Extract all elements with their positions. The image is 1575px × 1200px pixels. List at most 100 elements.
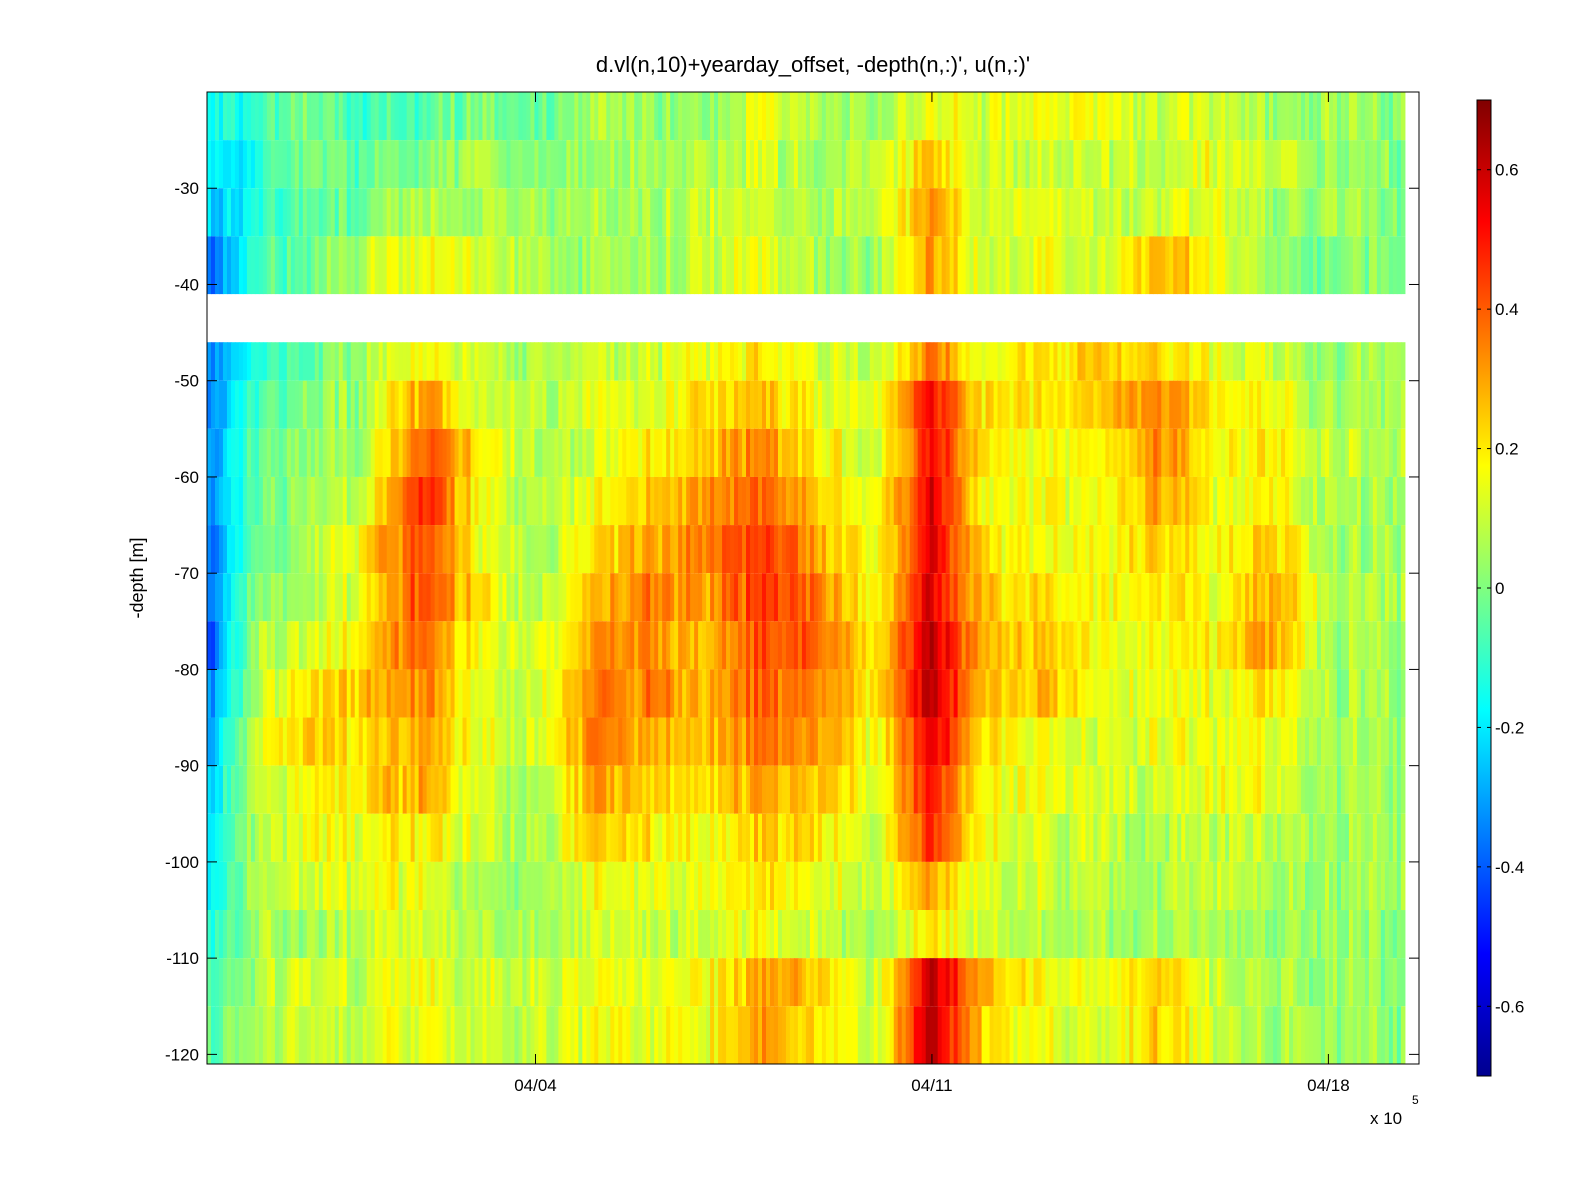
heatmap-cell <box>953 188 959 237</box>
heatmap-cell <box>1161 813 1166 862</box>
heatmap-cell <box>670 380 675 429</box>
heatmap-cell <box>550 1006 555 1064</box>
heatmap-cell <box>1245 717 1250 766</box>
heatmap-cell <box>662 92 667 141</box>
heatmap-cell <box>406 92 412 141</box>
heatmap-cell <box>805 92 811 141</box>
heatmap-cell <box>1085 573 1091 622</box>
heatmap-cell <box>726 476 731 526</box>
heatmap-cell <box>1029 1006 1035 1064</box>
heatmap-cell <box>426 188 432 237</box>
heatmap-cell <box>478 1006 484 1064</box>
heatmap-cell <box>734 958 739 1007</box>
heatmap-cell <box>1069 621 1075 670</box>
heatmap-cell <box>486 236 492 295</box>
heatmap-cell <box>985 188 991 237</box>
heatmap-cell <box>550 380 555 429</box>
heatmap-cell <box>981 861 987 911</box>
heatmap-cell <box>773 1006 779 1064</box>
heatmap-cell <box>706 342 711 381</box>
heatmap-cell <box>582 236 587 295</box>
heatmap-cell <box>242 958 248 1007</box>
heatmap-cell <box>821 765 827 814</box>
heatmap-cell <box>418 342 424 381</box>
heatmap-cell <box>414 958 420 1007</box>
heatmap-cell <box>654 765 659 814</box>
heatmap-cell <box>678 813 683 862</box>
heatmap-cell <box>334 525 340 574</box>
heatmap-cell <box>710 92 715 141</box>
heatmap-cell <box>274 525 280 574</box>
heatmap-cell <box>662 717 667 766</box>
heatmap-cell <box>861 342 867 381</box>
heatmap-cell <box>738 342 743 381</box>
heatmap-cell <box>801 813 807 862</box>
heatmap-cell <box>797 140 803 189</box>
heatmap-cell <box>638 717 643 766</box>
heatmap-cell <box>338 342 344 381</box>
heatmap-cell <box>334 813 340 862</box>
heatmap-cell <box>590 188 595 237</box>
heatmap-cell <box>758 140 763 189</box>
heatmap-cell <box>666 717 671 766</box>
heatmap-cell <box>1157 380 1162 429</box>
heatmap-cell <box>710 380 715 429</box>
heatmap-cell <box>758 910 763 959</box>
heatmap-cell <box>354 236 360 295</box>
heatmap-cell <box>857 1006 863 1064</box>
heatmap-cell <box>502 813 508 862</box>
heatmap-cell <box>1085 92 1091 141</box>
heatmap-cell <box>710 525 715 574</box>
heatmap-cell <box>1029 188 1035 237</box>
heatmap-cell <box>917 188 923 237</box>
heatmap-cell <box>1057 188 1063 237</box>
heatmap-cell <box>1113 140 1118 189</box>
heatmap-cell <box>362 140 368 189</box>
heatmap-cell <box>530 958 536 1007</box>
heatmap-cell <box>825 621 831 670</box>
heatmap-cell <box>893 342 899 381</box>
heatmap-cell <box>214 380 220 429</box>
heatmap-cell <box>789 428 795 477</box>
heatmap-cell <box>722 342 727 381</box>
heatmap-cell <box>418 380 424 429</box>
heatmap-cell <box>566 765 571 814</box>
heatmap-cell <box>650 621 655 670</box>
heatmap-cell <box>622 669 627 718</box>
heatmap-cell <box>382 525 388 574</box>
heatmap-cell <box>1073 813 1079 862</box>
heatmap-cell <box>758 476 763 526</box>
heatmap-cell <box>706 621 711 670</box>
heatmap-cell <box>941 380 947 429</box>
heatmap-cell <box>694 380 699 429</box>
heatmap-cell <box>402 573 408 622</box>
heatmap-cell <box>949 861 955 911</box>
heatmap-cell <box>570 428 575 477</box>
heatmap-cell <box>434 1006 440 1064</box>
heatmap-cell <box>917 910 923 959</box>
heatmap-cell <box>222 910 228 959</box>
heatmap-cell <box>953 813 959 862</box>
heatmap-cell <box>590 765 595 814</box>
heatmap-cell <box>1073 765 1079 814</box>
heatmap-cell <box>1133 428 1138 477</box>
heatmap-cell <box>410 236 416 295</box>
heatmap-cell <box>606 573 611 622</box>
heatmap-cell <box>330 573 336 622</box>
heatmap-cell <box>462 380 468 429</box>
heatmap-cell <box>1173 573 1178 622</box>
heatmap-cell <box>286 813 292 862</box>
heatmap-cell <box>1093 380 1098 429</box>
heatmap-cell <box>781 428 787 477</box>
heatmap-cell <box>1097 621 1102 670</box>
heatmap-cell <box>446 525 452 574</box>
heatmap-cell <box>1073 476 1079 526</box>
heatmap-cell <box>698 765 703 814</box>
heatmap-cell <box>754 861 759 911</box>
heatmap-cell <box>418 236 424 295</box>
heatmap-cell <box>386 910 392 959</box>
heatmap-cell <box>1089 476 1094 526</box>
heatmap-cell <box>1141 573 1146 622</box>
heatmap-cell <box>614 669 619 718</box>
heatmap-cell <box>726 861 731 911</box>
